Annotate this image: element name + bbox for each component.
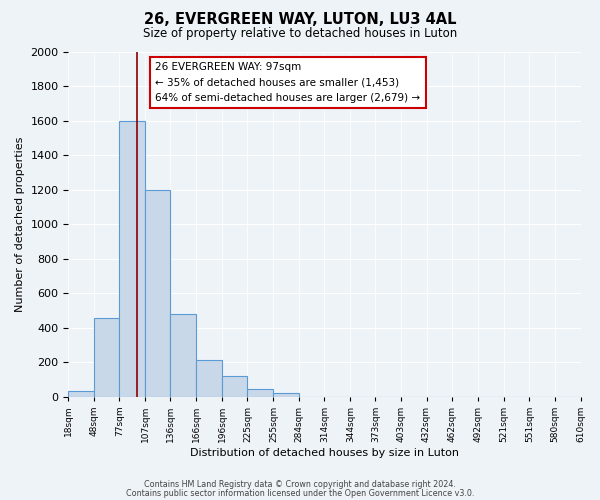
Text: 26, EVERGREEN WAY, LUTON, LU3 4AL: 26, EVERGREEN WAY, LUTON, LU3 4AL [144, 12, 456, 28]
Text: Size of property relative to detached houses in Luton: Size of property relative to detached ho… [143, 28, 457, 40]
Bar [223, 376, 247, 396]
X-axis label: Distribution of detached houses by size in Luton: Distribution of detached houses by size … [190, 448, 459, 458]
Bar [68, 392, 94, 396]
Text: Contains public sector information licensed under the Open Government Licence v3: Contains public sector information licen… [126, 488, 474, 498]
Bar [196, 360, 223, 396]
Bar [145, 190, 170, 396]
Bar [274, 393, 299, 396]
Bar [170, 314, 196, 396]
Bar [94, 318, 119, 396]
Bar [247, 389, 274, 396]
Text: 26 EVERGREEN WAY: 97sqm
← 35% of detached houses are smaller (1,453)
64% of semi: 26 EVERGREEN WAY: 97sqm ← 35% of detache… [155, 62, 421, 103]
Bar [119, 120, 145, 396]
Y-axis label: Number of detached properties: Number of detached properties [15, 136, 25, 312]
Text: Contains HM Land Registry data © Crown copyright and database right 2024.: Contains HM Land Registry data © Crown c… [144, 480, 456, 489]
